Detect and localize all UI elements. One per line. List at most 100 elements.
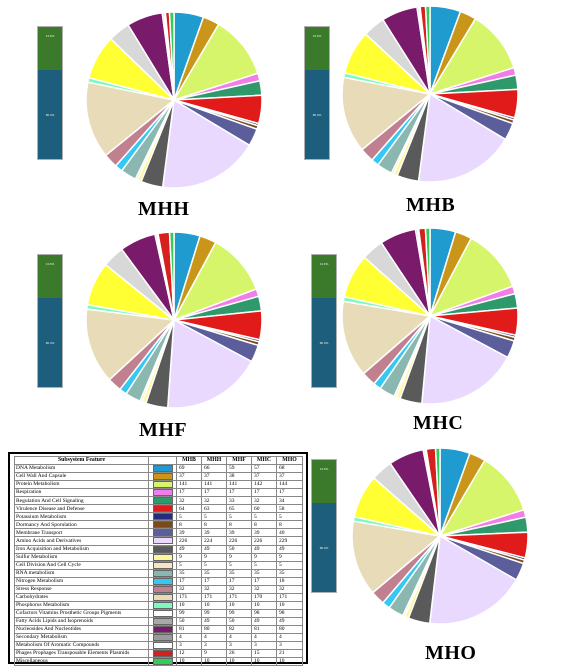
value-cell: 10 (226, 600, 252, 610)
table-row: Phages Prophages Transposable Elements P… (14, 649, 303, 659)
value-cell: 81 (251, 624, 277, 635)
value-cell: 35 (251, 568, 277, 578)
value-cell: 144 (276, 480, 303, 490)
value-cell: 49 (276, 616, 303, 626)
color-swatch (148, 504, 177, 514)
color-swatch (148, 649, 177, 659)
bar-segment-green (305, 45, 329, 70)
value-cell: 38 (226, 472, 252, 482)
value-cell: 17 (251, 488, 277, 498)
value-cell: 226 (176, 536, 202, 546)
value-cell: 5 (201, 560, 227, 570)
row-feature-label: Sulfur Metabolism (14, 552, 149, 562)
color-swatch-chip (152, 626, 173, 633)
column-header: Subsystem Feature (14, 455, 149, 466)
value-cell: 9 (176, 552, 202, 562)
table-row: Regulation And Cell Signaling 32 32 33 32 34 (14, 496, 303, 506)
value-cell: 3 (276, 641, 303, 651)
bar-segment-top: 13.6% (312, 460, 336, 478)
value-cell: 17 (176, 488, 202, 498)
pie-slice (341, 76, 432, 151)
value-cell: 39 (201, 528, 227, 538)
value-cell: 35 (276, 568, 303, 578)
pie-slice (428, 237, 514, 318)
color-swatch-chip (152, 513, 173, 520)
color-swatch-chip (152, 473, 173, 480)
pie-chart-mhc (341, 227, 519, 405)
color-swatch (148, 544, 177, 554)
color-swatch (148, 624, 177, 635)
row-feature-label: Membrane Transport (14, 528, 149, 538)
pie-slice (172, 241, 258, 322)
value-cell: 18 (276, 576, 303, 586)
value-cell: 32 (276, 584, 303, 594)
value-cell: 32 (226, 584, 252, 594)
value-cell: 17 (276, 488, 303, 498)
subsystem-table: Subsystem Feature MHB MHH MHF MHC MHO DN… (14, 455, 303, 667)
bar-segment-green (38, 45, 62, 70)
row-feature-label: Amino Acids and Derivatives (14, 536, 149, 546)
value-cell: 49 (251, 544, 277, 554)
row-feature-label: Phages Prophages Transposable Elements P… (14, 649, 149, 659)
value-cell: 9 (201, 649, 227, 659)
value-cell: 37 (251, 472, 277, 482)
table-row: Virulence Disease and Defense 64 63 65 60 58 (14, 504, 303, 514)
value-cell: 64 (176, 504, 202, 514)
value-cell: 66 (201, 464, 227, 474)
chart-label-mho: MHO (425, 642, 477, 664)
table-row: Cell Division And Cell Cycle 5 5 5 5 5 (14, 560, 303, 570)
table-row: Respiration 17 17 17 17 17 (14, 488, 303, 498)
table-row: RNA metabolism 35 35 35 35 35 (14, 568, 303, 578)
value-cell: 3 (251, 641, 277, 651)
chart-label-mhh: MHH (138, 198, 190, 220)
value-cell: 10 (226, 657, 252, 667)
color-swatch-chip (152, 521, 173, 528)
value-cell: 17 (176, 576, 202, 586)
value-cell: 59 (226, 464, 252, 474)
percentage-bar: 13.6% 86.4% (311, 254, 337, 388)
row-feature-label: Nucleosides And Nucleotides (14, 624, 149, 635)
value-cell: 49 (276, 544, 303, 554)
row-feature-label: Secondary Metabolism (14, 633, 149, 643)
value-cell: 171 (201, 592, 227, 602)
column-header: MHH (201, 455, 227, 466)
row-feature-label: Protein Metabolism (14, 480, 149, 490)
value-cell: 5 (251, 560, 277, 570)
value-cell: 98 (251, 608, 277, 618)
column-header (148, 455, 177, 466)
value-cell: 170 (251, 592, 277, 602)
bar-segment-bottom: 86.4% (38, 70, 62, 159)
color-swatch (148, 520, 177, 530)
subsystem-table-box: Subsystem Feature MHB MHH MHF MHC MHO DN… (8, 452, 308, 667)
row-feature-label: DNA Metabolism (14, 464, 149, 474)
value-cell: 37 (276, 472, 303, 482)
row-feature-label: Phosphorus Metabolism (14, 600, 149, 610)
table-row: Membrane Transport 39 39 39 39 40 (14, 528, 303, 538)
pie-slice (351, 520, 442, 594)
color-swatch (148, 552, 177, 562)
pie-chart-mhh (85, 11, 263, 189)
value-cell: 69 (176, 464, 202, 474)
table-row: Miscellaneous 10 10 10 10 10 (14, 657, 303, 667)
color-swatch-chip (152, 489, 173, 496)
value-cell: 10 (251, 600, 277, 610)
color-swatch (148, 512, 177, 522)
value-cell: 37 (176, 472, 202, 482)
row-feature-label: Iron Acquisition and Metabolism (14, 544, 149, 554)
value-cell: 10 (251, 657, 277, 667)
color-swatch-chip (152, 546, 173, 553)
value-cell: 4 (201, 633, 227, 643)
value-cell: 8 (251, 520, 277, 530)
value-cell: 80 (201, 624, 227, 635)
value-cell: 8 (176, 520, 202, 530)
value-cell: 5 (176, 560, 202, 570)
value-cell: 32 (251, 496, 277, 506)
table-row: Protein Metabolism 141 141 141 142 144 (14, 480, 303, 490)
value-cell: 142 (251, 480, 277, 490)
pie-slice (85, 308, 176, 381)
value-cell: 32 (201, 496, 227, 506)
value-cell: 50 (176, 616, 202, 626)
color-swatch (148, 616, 177, 626)
pie-slice (168, 231, 175, 321)
bar-segment-top: 13.6% (38, 255, 62, 273)
